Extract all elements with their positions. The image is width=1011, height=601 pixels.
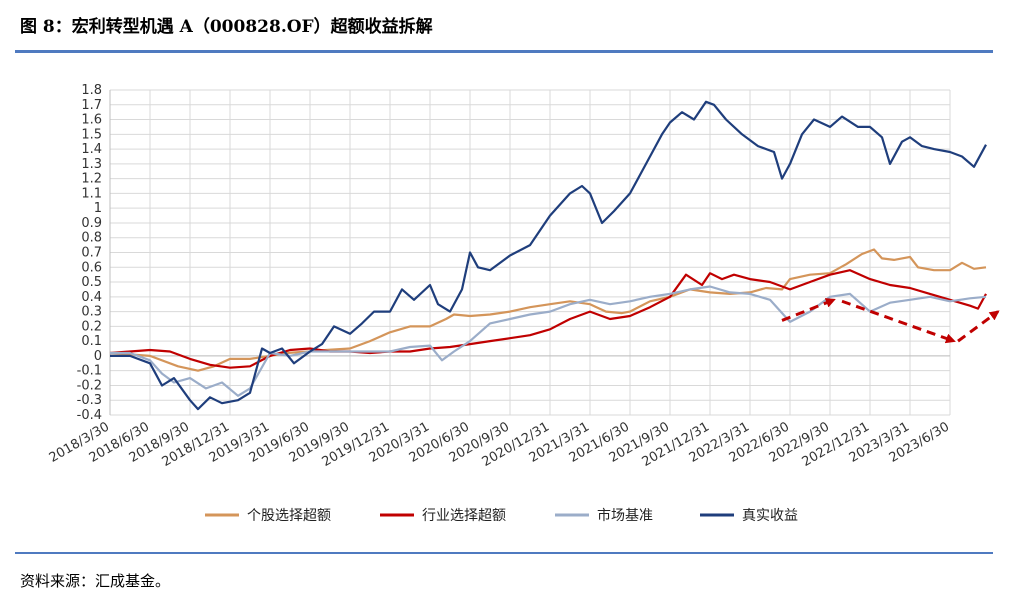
y-tick-label: 0.9 bbox=[81, 216, 102, 231]
trend-arrow-2 bbox=[841, 299, 956, 344]
y-tick-label: -0.1 bbox=[77, 364, 102, 379]
series-line-4 bbox=[110, 100, 987, 411]
y-tick-label: 1.1 bbox=[81, 186, 102, 201]
y-tick-label: 0.7 bbox=[81, 246, 102, 261]
series-line-1 bbox=[109, 248, 987, 372]
legend-label: 个股选择超额 bbox=[247, 508, 331, 524]
figure-title: 图 8：宏利转型机遇 A（000828.OF）超额收益拆解 bbox=[20, 17, 433, 37]
legend-label: 行业选择超额 bbox=[422, 508, 506, 524]
y-tick-label: 0.6 bbox=[81, 260, 102, 275]
y-tick-label: 0.5 bbox=[81, 275, 102, 290]
source-note: 资料来源：汇成基金。 bbox=[20, 572, 171, 590]
y-tick-label: 0 bbox=[94, 349, 102, 364]
legend: 个股选择超额 行业选择超额 市场基准 真实收益 bbox=[205, 507, 798, 524]
y-tick-label: 1.6 bbox=[81, 113, 102, 128]
y-tick-label: 1.7 bbox=[81, 98, 102, 113]
y-tick-label: 0.2 bbox=[81, 319, 102, 334]
top-rule bbox=[15, 50, 993, 53]
legend-label: 市场基准 bbox=[597, 507, 653, 524]
y-tick-label: 1 bbox=[94, 201, 102, 216]
y-tick-label: 1.8 bbox=[81, 83, 102, 98]
axis-layer: 1.81.71.61.51.41.31.21.110.90.80.70.60.5… bbox=[47, 83, 952, 470]
legend-label: 真实收益 bbox=[742, 508, 798, 524]
series-line-3 bbox=[110, 285, 987, 397]
series-layer bbox=[109, 100, 987, 411]
y-tick-label: 0.4 bbox=[81, 290, 102, 305]
y-tick-label: 0.3 bbox=[81, 305, 102, 320]
series-line-2 bbox=[109, 269, 987, 369]
y-tick-label: 1.4 bbox=[81, 142, 102, 157]
trend-arrow-3 bbox=[957, 310, 1000, 343]
y-tick-label: 1.3 bbox=[81, 157, 102, 172]
y-tick-label: -0.4 bbox=[77, 408, 102, 423]
y-tick-label: -0.2 bbox=[77, 378, 102, 393]
y-tick-label: 1.2 bbox=[81, 172, 102, 187]
annotation-layer bbox=[781, 298, 1000, 344]
y-tick-label: -0.3 bbox=[77, 393, 102, 408]
trend-arrow-1 bbox=[781, 298, 836, 322]
bottom-rule bbox=[15, 552, 993, 554]
line-chart: 1.81.71.61.51.41.31.21.110.90.80.70.60.5… bbox=[47, 83, 1000, 524]
y-tick-label: 1.5 bbox=[81, 127, 102, 142]
y-tick-label: 0.1 bbox=[81, 334, 102, 349]
y-tick-label: 0.8 bbox=[81, 231, 102, 246]
